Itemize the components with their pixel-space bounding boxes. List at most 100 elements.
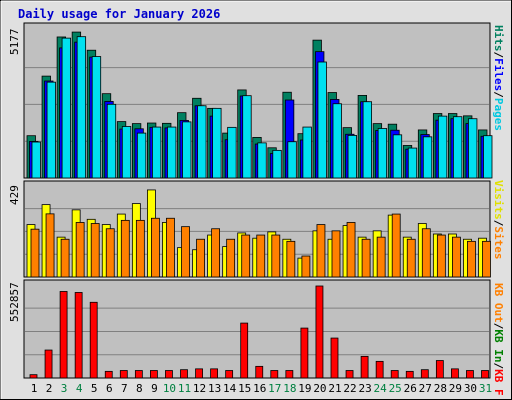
bar-sites-day-8	[135, 219, 145, 278]
bar-pages-day-11	[182, 121, 192, 179]
kb-panel	[23, 279, 491, 379]
bar-pages-day-14	[227, 126, 237, 179]
bar-sites-day-3	[60, 238, 70, 278]
bar-sites-day-14	[226, 238, 236, 278]
bar-pages-day-24	[377, 128, 388, 179]
bar-sites-day-21	[331, 230, 341, 278]
bar-kb-f-day-17	[270, 370, 279, 379]
bar-pages-day-20	[317, 61, 327, 179]
x-label-day-21: 21	[328, 382, 341, 395]
bar-kb-f-day-21	[330, 337, 339, 379]
x-label-day-15: 15	[238, 382, 251, 395]
bar-kb-f-day-26	[405, 370, 414, 379]
bar-kb-f-day-18	[285, 370, 294, 379]
bar-sites-day-30	[467, 240, 476, 278]
bar-sites-day-28	[436, 234, 446, 278]
bar-pages-day-17	[272, 149, 282, 179]
bar-sites-day-7	[120, 219, 130, 278]
bar-pages-day-18	[287, 141, 297, 179]
visits-ymax-label: 429	[8, 185, 21, 205]
bar-kb-f-day-20	[315, 285, 324, 379]
bar-kb-f-day-27	[420, 369, 429, 379]
bar-pages-day-23	[362, 101, 373, 179]
bar-pages-day-5	[91, 56, 102, 179]
bar-sites-day-4	[75, 222, 85, 278]
bar-sites-day-25	[391, 213, 401, 278]
bar-sites-day-27	[421, 228, 431, 278]
bar-kb-f-day-11	[180, 369, 188, 379]
bar-sites-day-24	[376, 236, 386, 278]
x-label-day-6: 6	[106, 382, 113, 395]
x-label-day-13: 13	[208, 382, 221, 395]
bar-sites-day-29	[451, 236, 461, 278]
bar-sites-day-1	[30, 228, 40, 278]
bar-kb-f-day-24	[375, 360, 384, 379]
bar-pages-day-13	[212, 107, 222, 179]
bar-pages-day-16	[257, 142, 267, 179]
legend-kb: KB Out/KB In/KB F	[492, 283, 505, 396]
bar-kb-f-day-4	[74, 292, 83, 379]
kb-ymax-label: 552857	[8, 282, 21, 322]
bar-kb-f-day-9	[149, 370, 158, 379]
x-label-day-24: 24	[374, 382, 388, 395]
bar-pages-day-26	[407, 147, 418, 179]
bar-sites-day-23	[361, 238, 371, 278]
bar-kb-f-day-6	[104, 370, 113, 379]
bar-kb-f-day-23	[360, 355, 369, 379]
hits-ymax-label: 5177	[8, 29, 21, 56]
bar-pages-day-25	[392, 134, 403, 179]
bar-pages-day-4	[76, 36, 87, 179]
bar-sites-day-31	[482, 240, 491, 278]
x-label-day-10: 10	[163, 382, 176, 395]
bar-sites-day-15	[241, 234, 251, 278]
x-label-day-16: 16	[253, 382, 266, 395]
bar-pages-day-3	[61, 37, 71, 179]
bar-kb-f-day-30	[466, 370, 474, 379]
x-label-day-26: 26	[404, 382, 417, 395]
bar-sites-day-13	[211, 228, 221, 278]
bar-pages-day-9	[151, 126, 162, 179]
bar-pages-day-31	[483, 135, 493, 179]
x-label-day-27: 27	[419, 382, 432, 395]
bar-sites-day-20	[316, 224, 326, 278]
bar-pages-day-21	[332, 103, 342, 179]
bar-kb-f-day-3	[59, 291, 68, 379]
bar-kb-f-day-25	[390, 370, 399, 379]
bar-sites-day-10	[166, 217, 175, 278]
bar-sites-day-17	[271, 234, 281, 278]
x-label-day-17: 17	[268, 382, 281, 395]
x-label-day-31: 31	[479, 382, 492, 395]
x-label-day-1: 1	[31, 382, 38, 395]
bar-kb-f-day-7	[119, 370, 128, 379]
x-label-day-14: 14	[223, 382, 237, 395]
x-label-day-3: 3	[61, 382, 68, 395]
bar-kb-f-day-28	[435, 360, 444, 379]
chart-title: Daily usage for January 2026	[18, 7, 220, 21]
bar-sites-day-16	[256, 234, 266, 278]
x-axis-labels: 1 2 3 4 5 6 7 8 9 10 11 12 13 14 15 16 17 18 19 20 21 22 23 24 2…	[31, 382, 492, 395]
x-label-day-25: 25	[389, 382, 402, 395]
bar-kb-f-day-1	[29, 374, 38, 379]
x-label-day-2: 2	[46, 382, 53, 395]
bar-kb-f-day-13	[210, 368, 219, 379]
x-label-day-22: 22	[343, 382, 356, 395]
bar-pages-day-27	[422, 136, 433, 179]
x-label-day-23: 23	[358, 382, 371, 395]
bar-kb-f-day-19	[300, 327, 309, 379]
bar-kb-f-day-31	[481, 370, 489, 379]
bar-sites-day-5	[90, 223, 100, 278]
bar-pages-day-12	[197, 105, 207, 179]
bar-pages-day-8	[136, 132, 147, 179]
bar-kb-f-day-22	[345, 370, 354, 379]
bar-pages-day-6	[106, 103, 117, 179]
bar-pages-day-15	[242, 95, 252, 179]
bar-kb-f-day-29	[450, 368, 459, 379]
bar-pages-day-1	[31, 141, 41, 179]
x-label-day-5: 5	[91, 382, 98, 395]
bar-kb-f-day-16	[255, 365, 264, 379]
bar-sites-day-19	[301, 255, 311, 278]
x-label-day-30: 30	[464, 382, 477, 395]
bar-pages-day-2	[46, 81, 56, 179]
x-label-day-28: 28	[434, 382, 447, 395]
